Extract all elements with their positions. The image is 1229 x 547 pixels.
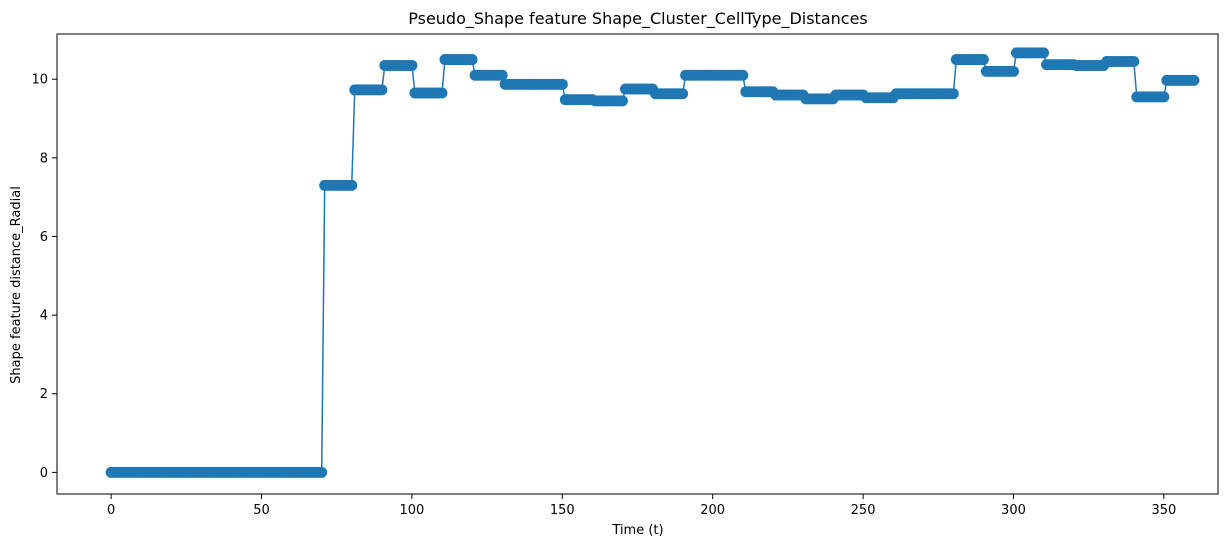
data-point (1188, 74, 1200, 86)
data-point (616, 95, 628, 107)
y-tick-label: 8 (40, 151, 48, 166)
series-polyline (111, 52, 1194, 474)
x-tick-label: 250 (851, 503, 876, 518)
data-point (1038, 47, 1050, 59)
x-tick-label: 300 (1001, 503, 1026, 518)
data-point (376, 84, 388, 96)
chart-title: Pseudo_Shape feature Shape_Cluster_CellT… (408, 9, 868, 29)
y-tick-label: 2 (40, 387, 48, 402)
x-tick-label: 0 (107, 503, 115, 518)
data-point (1158, 91, 1170, 103)
data-point (1128, 56, 1140, 68)
data-point (346, 179, 358, 191)
y-tick-label: 10 (31, 73, 48, 88)
data-point (677, 88, 689, 100)
x-axis-label: Time (t) (611, 523, 663, 538)
y-tick-label: 6 (40, 230, 48, 245)
data-point (406, 59, 418, 71)
series-line (111, 52, 1194, 474)
x-tick-label: 350 (1151, 503, 1176, 518)
data-point (316, 466, 328, 478)
y-tick-label: 4 (40, 309, 48, 324)
y-axis-label: Shape feature distance_Radial (9, 186, 24, 384)
data-point (737, 69, 749, 81)
x-tick-label: 150 (550, 503, 575, 518)
y-tick-label: 0 (40, 466, 48, 481)
data-point (977, 54, 989, 66)
data-point (556, 78, 568, 90)
data-point (496, 69, 508, 81)
data-point (466, 54, 478, 66)
data-point (947, 88, 959, 100)
data-point (1007, 65, 1019, 77)
x-axis-ticks: 0 50 100 150 200 250 300 350 (107, 494, 1176, 518)
x-tick-label: 100 (400, 503, 425, 518)
axes-frame (56, 33, 1219, 495)
x-tick-label: 200 (700, 503, 725, 518)
y-axis-ticks: 0 2 4 6 8 10 (31, 73, 57, 481)
x-tick-label: 50 (253, 503, 270, 518)
data-point (436, 87, 448, 99)
series-markers (105, 47, 1200, 478)
plot-area (105, 47, 1200, 478)
